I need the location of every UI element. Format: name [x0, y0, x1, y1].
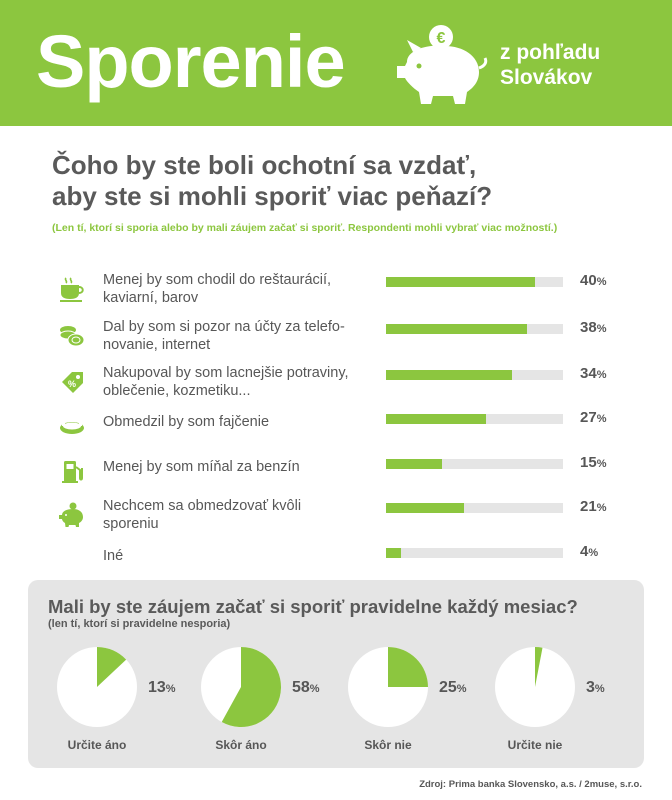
- bar-track: [386, 370, 563, 380]
- bar-row: Dal by som si pozor na účty za telefo-no…: [0, 318, 672, 358]
- svg-text:%: %: [68, 379, 76, 389]
- pie-chart: 3% Určite nie: [494, 646, 644, 756]
- question2-title: Mali by ste záujem začať si sporiť pravi…: [48, 596, 578, 617]
- bar-track: [386, 503, 563, 513]
- pie-value-label: 13%: [148, 679, 176, 696]
- ashtray-icon: [58, 412, 86, 440]
- bar-value-label: 27%: [580, 409, 607, 426]
- bar-label: Iné: [103, 548, 124, 564]
- bar-label: Nechcem sa obmedzovať kvôli sporeniu: [103, 498, 302, 532]
- bar-row: Menej by som míňal za benzín 15%: [0, 453, 672, 493]
- pie-chart: 13% Určite áno: [56, 646, 206, 756]
- pie-category-label: Skôr áno: [215, 738, 267, 752]
- question2-note: (len tí, ktorí si pravidelne nesporia): [48, 618, 231, 630]
- pie-category-label: Určite nie: [507, 738, 563, 752]
- pie-slice: [535, 647, 543, 687]
- bar: [386, 503, 465, 513]
- bar: [386, 414, 487, 424]
- bar: [386, 548, 401, 558]
- bar-label: Nakupoval by som lacnejšie potraviny, obl…: [103, 365, 349, 399]
- bar: [386, 324, 528, 334]
- pie-svg: [57, 647, 137, 727]
- fuel-pump-icon: [58, 457, 86, 485]
- coins-icon: [58, 322, 86, 350]
- bar-value-label: 4%: [580, 543, 599, 560]
- piggy-bank-icon: €: [397, 25, 488, 104]
- header-banner: Sporenie € z pohľadu Slovákov: [0, 0, 672, 126]
- bar-row: Obmedzil by som fajčenie 27%: [0, 408, 672, 448]
- coffee-cup-icon: [58, 275, 86, 303]
- bar-row: % Nakupoval by som lacnejšie potraviny, ob…: [0, 364, 672, 404]
- bar-value-label: 40%: [580, 272, 607, 289]
- bar-label: Menej by som míňal za benzín: [103, 459, 300, 475]
- bar-track: [386, 548, 563, 558]
- piggy-bank-icon: [58, 501, 86, 529]
- bar: [386, 459, 442, 469]
- bar: [386, 370, 513, 380]
- bar-label: Menej by som chodil do reštaurácií, kavia…: [103, 272, 332, 306]
- bar-row: Menej by som chodil do reštaurácií, kavia…: [0, 271, 672, 311]
- pie-slice: [388, 647, 428, 687]
- bar-track: [386, 277, 563, 287]
- pie-slice: [97, 647, 127, 687]
- pie-value-label: 3%: [586, 679, 605, 696]
- pie-svg: [495, 647, 575, 727]
- pie-svg: [201, 647, 282, 727]
- bar-value-label: 21%: [580, 498, 607, 515]
- bar-track: [386, 459, 563, 469]
- bar-value-label: 38%: [580, 319, 607, 336]
- header-subtitle: z pohľadu Slovákov: [500, 41, 601, 89]
- bar-row: Nechcem sa obmedzovať kvôli sporeniu 21%: [0, 497, 672, 537]
- question1-title: Čoho by ste boli ochotní sa vzdať, aby s…: [52, 150, 493, 211]
- question1-note: (Len tí, ktorí si sporia alebo by mali z…: [52, 222, 558, 234]
- bar-label: Obmedzil by som fajčenie: [103, 414, 270, 430]
- pie-value-label: 25%: [439, 679, 467, 696]
- pie-value-label: 58%: [292, 679, 320, 696]
- source-note: Zdroj: Prima banka Slovensko, a.s. / 2mu…: [419, 779, 642, 790]
- pie-slice: [221, 647, 282, 727]
- bar-label: Dal by som si pozor na účty za telefo-no…: [103, 319, 345, 353]
- pie-svg: [348, 647, 428, 727]
- bar-row: Iné 4%: [0, 542, 672, 582]
- bar-value-label: 15%: [580, 454, 607, 471]
- pie-chart: 25% Skôr nie: [347, 646, 497, 756]
- bar-value-label: 34%: [580, 365, 607, 382]
- pie-category-label: Určite áno: [67, 738, 127, 752]
- bar: [386, 277, 535, 287]
- pie-category-label: Skôr nie: [364, 738, 412, 752]
- page-title: Sporenie: [36, 20, 346, 103]
- euro-coin-symbol: €: [437, 30, 446, 47]
- bar-track: [386, 324, 563, 334]
- pie-chart: 58% Skôr áno: [200, 646, 350, 756]
- bar-track: [386, 414, 563, 424]
- price-tag-icon: %: [58, 368, 86, 396]
